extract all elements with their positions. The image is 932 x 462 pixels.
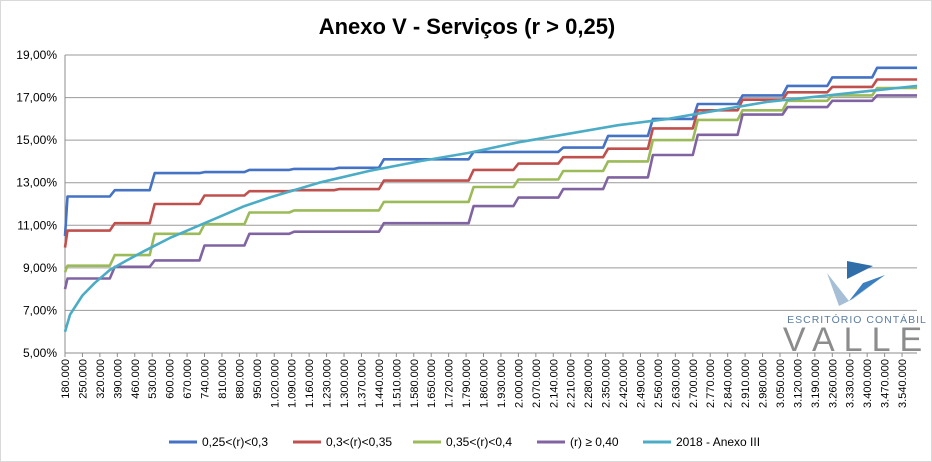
- x-tick-label: 2.910.000: [740, 359, 752, 408]
- x-tick-label: 2.490.000: [635, 359, 647, 408]
- x-tick-label: 530.000: [147, 359, 159, 399]
- legend-label: (r) ≥ 0,40: [570, 435, 619, 449]
- x-tick-label: 1.650.000: [426, 359, 438, 408]
- y-tick-label: 13,00%: [16, 176, 57, 190]
- x-tick-label: 950.000: [252, 359, 264, 399]
- x-tick-label: 2.770.000: [705, 359, 717, 408]
- legend-label: 0,25<(r)<0,3: [202, 435, 268, 449]
- logo-wordmark: VALLE: [783, 321, 931, 359]
- x-tick-label: 2.070.000: [531, 359, 543, 408]
- x-tick-label: 3.190.000: [810, 359, 822, 408]
- x-tick-label: 2.700.000: [688, 359, 700, 408]
- y-tick-label: 9,00%: [23, 261, 57, 275]
- x-tick-label: 1.930.000: [496, 359, 508, 408]
- x-tick-label: 1.510.000: [391, 359, 403, 408]
- x-tick-label: 1.370.000: [356, 359, 368, 408]
- logo-mark-mid-facet: [849, 275, 885, 301]
- x-tick-label: 1.440.000: [374, 359, 386, 408]
- logo-mark-dark-facet: [847, 261, 873, 279]
- legend-label: 0,35<(r)<0,4: [446, 435, 512, 449]
- legend: 0,25<(r)<0,3 0,3<(r)<0,35 0,35<(r)<0,4 (r) …: [169, 435, 760, 449]
- x-tick-label: 3.540.000: [897, 359, 909, 408]
- x-tick-label: 3.330.000: [845, 359, 857, 408]
- x-tick-label: 880.000: [234, 359, 246, 399]
- company-logo: ESCRITÓRIO CONTÁBIL VALLE: [783, 261, 931, 359]
- y-tick-label: 7,00%: [23, 303, 57, 317]
- x-tick-label: 2.840.000: [723, 359, 735, 408]
- series-line-3: [63, 94, 917, 290]
- x-tick-label: 2.210.000: [566, 359, 578, 408]
- series-line-1: [63, 78, 917, 248]
- y-tick-label: 5,00%: [23, 346, 57, 360]
- x-tick-label: 670.000: [182, 359, 194, 399]
- x-tick-label: 740.000: [200, 359, 212, 399]
- series-line-2: [63, 86, 917, 273]
- x-tick-label: 1.860.000: [479, 359, 491, 408]
- x-tick-label: 250.000: [77, 359, 89, 399]
- x-tick-label: 180.000: [60, 359, 72, 399]
- x-tick-label: 1.230.000: [322, 359, 334, 408]
- chart-title: Anexo V - Serviços (r > 0,25): [319, 14, 616, 39]
- x-tick-label: 2.560.000: [653, 359, 665, 408]
- logo-subtitle: ESCRITÓRIO CONTÁBIL: [787, 313, 927, 326]
- x-tick-label: 1.790.000: [461, 359, 473, 408]
- x-tick-label: 1.720.000: [444, 359, 456, 408]
- y-tick-label: 19,00%: [16, 48, 57, 62]
- y-axis-ticks: 5,00% 7,00% 9,00% 11,00% 13,00% 15,00% 17,00% 1…: [16, 48, 57, 360]
- y-tick-label: 17,00%: [16, 91, 57, 105]
- x-tick-label: 320.000: [95, 359, 107, 399]
- x-tick-label: 460.000: [130, 359, 142, 399]
- y-tick-label: 15,00%: [16, 133, 57, 147]
- x-tick-label: 2.630.000: [670, 359, 682, 408]
- y-tick-label: 11,00%: [17, 218, 57, 232]
- x-tick-label: 2.980.000: [758, 359, 770, 408]
- legend-label: 0,3<(r)<0,35: [326, 435, 392, 449]
- x-axis: 180.000 250.000 320.000 390.000 460.000 530.0…: [60, 353, 909, 408]
- x-tick-label: 2.350.000: [601, 359, 613, 408]
- series-line-4: [63, 84, 918, 333]
- data-series: [63, 66, 918, 333]
- x-tick-label: 1.160.000: [304, 359, 316, 408]
- legend-label: 2018 - Anexo III: [676, 435, 760, 449]
- x-tick-label: 2.280.000: [583, 359, 595, 408]
- x-tick-label: 2.420.000: [618, 359, 630, 408]
- x-tick-label: 3.260.000: [827, 359, 839, 408]
- x-tick-label: 3.120.000: [792, 359, 804, 408]
- x-tick-label: 1.300.000: [339, 359, 351, 408]
- x-tick-label: 600.000: [165, 359, 177, 399]
- x-tick-label: 1.020.000: [269, 359, 281, 408]
- x-tick-label: 1.090.000: [287, 359, 299, 408]
- x-tick-label: 390.000: [112, 359, 124, 399]
- x-tick-label: 2.140.000: [548, 359, 560, 408]
- x-tick-label: 3.050.000: [775, 359, 787, 408]
- x-tick-label: 810.000: [217, 359, 229, 399]
- x-tick-label: 3.400.000: [862, 359, 874, 408]
- logo-mark-left-facet: [827, 273, 849, 306]
- x-tick-label: 3.470.000: [880, 359, 892, 408]
- x-tick-label: 2.000.000: [513, 359, 525, 408]
- x-tick-label: 1.580.000: [409, 359, 421, 408]
